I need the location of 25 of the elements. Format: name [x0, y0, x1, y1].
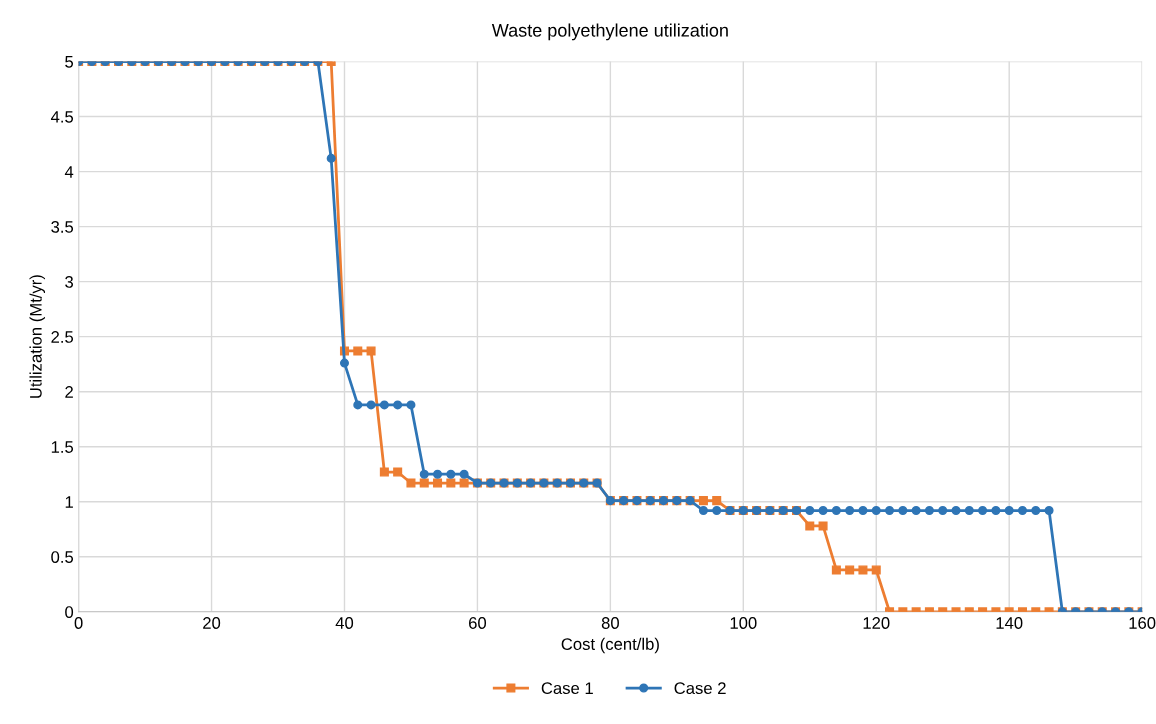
- y-tick-label: 0: [65, 606, 74, 618]
- x-tick-label: 100: [730, 617, 757, 629]
- x-tick-label: 40: [335, 617, 354, 629]
- chart-title: Waste polyethylene utilization: [491, 23, 728, 41]
- x-tick-label: 140: [996, 617, 1023, 629]
- y-tick-label: 0.5: [51, 551, 74, 563]
- x-tick-label: 0: [74, 617, 83, 629]
- x-tick-label: 60: [469, 617, 487, 629]
- y-tick-label: 3: [65, 276, 74, 288]
- x-axis-title: Cost (cent/lb): [561, 637, 659, 654]
- x-tick-label: 120: [863, 617, 890, 629]
- y-tick-label: 4.5: [50, 111, 74, 123]
- y-tick-label: 2.5: [51, 331, 74, 343]
- x-tick-label: 80: [601, 617, 619, 629]
- legend-label: Case 2: [674, 682, 726, 695]
- y-tick-label: 1.5: [51, 441, 74, 453]
- y-tick-label: 3.5: [51, 221, 74, 233]
- y-tick-label: 4: [64, 166, 74, 178]
- y-tick-label: 5: [65, 56, 74, 68]
- x-tick-label: 160: [1129, 617, 1156, 629]
- legend-label: Case 1: [541, 682, 593, 695]
- x-tick-label: 20: [203, 617, 221, 629]
- y-tick-label: 2: [65, 386, 73, 398]
- y-axis-title: Utilization (Mt/yr): [29, 275, 46, 398]
- y-tick-label: 1: [65, 496, 73, 508]
